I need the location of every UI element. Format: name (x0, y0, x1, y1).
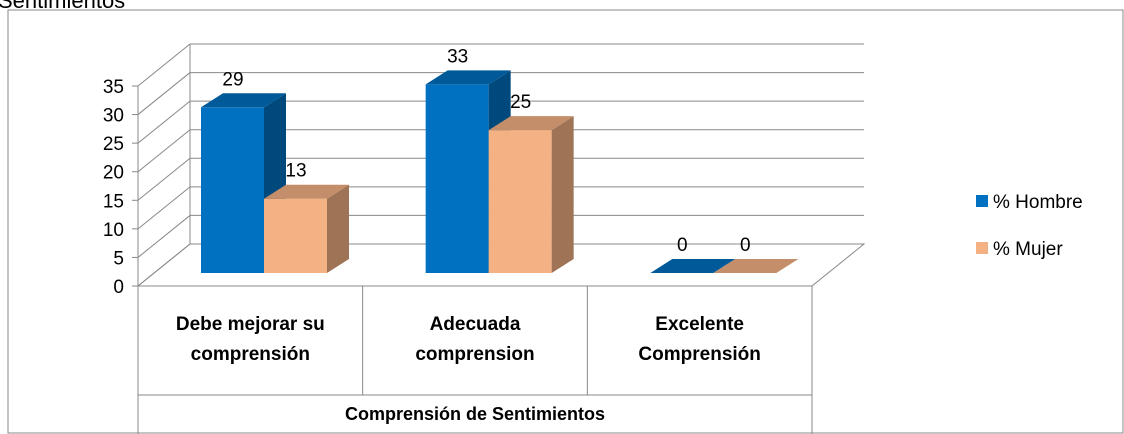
y-tick-label: 30 (103, 106, 124, 127)
bar-side (327, 184, 349, 273)
data-label: 0 (740, 235, 751, 256)
bar-side (551, 116, 574, 274)
x-tick-label: Adecuada comprension (415, 314, 535, 365)
bar-top (201, 93, 286, 108)
bar-front (425, 84, 489, 273)
bar (201, 93, 286, 274)
bar-top (488, 116, 574, 131)
bar-top (650, 259, 736, 273)
legend-label: % Hombre (993, 192, 1083, 213)
y-tick-label: 20 (103, 163, 124, 184)
grid-line (137, 129, 191, 173)
y-tick-label: 0 (113, 277, 124, 298)
y-tick-label: 10 (103, 220, 124, 241)
x-tick-label: Excelente Comprensión (638, 314, 761, 365)
bar-top (264, 184, 349, 199)
bar-front (264, 198, 327, 273)
data-label: 0 (677, 235, 688, 256)
y-tick-label: 5 (113, 248, 124, 269)
x-axis-title: Comprensión de Sentimientos (344, 404, 606, 424)
legend-swatch (976, 242, 988, 254)
x-tick-label: Debe mejorar su comprensión (175, 314, 325, 365)
y-tick-label: 15 (103, 191, 124, 212)
chart-border (7, 9, 1124, 434)
grid-line (137, 72, 191, 115)
grid-line (137, 186, 191, 230)
bar-front (488, 130, 552, 273)
grid-line (137, 100, 191, 144)
data-label: 29 (222, 69, 243, 90)
data-label: 13 (285, 161, 306, 182)
bar-top (425, 70, 511, 85)
y-tick-label: 25 (103, 134, 124, 155)
legend-swatch (976, 195, 988, 207)
bar (713, 259, 799, 273)
chart-title: Sentimientos (0, 0, 125, 13)
grid-line (137, 215, 191, 258)
bar-front (201, 107, 264, 274)
grid-line (137, 243, 191, 287)
bar (650, 259, 736, 273)
grid-line (137, 157, 191, 201)
bar-top (713, 259, 799, 273)
grid-line (137, 43, 191, 87)
bar (264, 184, 349, 273)
bar (488, 116, 574, 274)
data-label: 33 (447, 46, 468, 67)
data-label: 25 (510, 92, 531, 113)
y-tick-label: 35 (103, 77, 124, 98)
legend-label: % Mujer (993, 239, 1063, 260)
